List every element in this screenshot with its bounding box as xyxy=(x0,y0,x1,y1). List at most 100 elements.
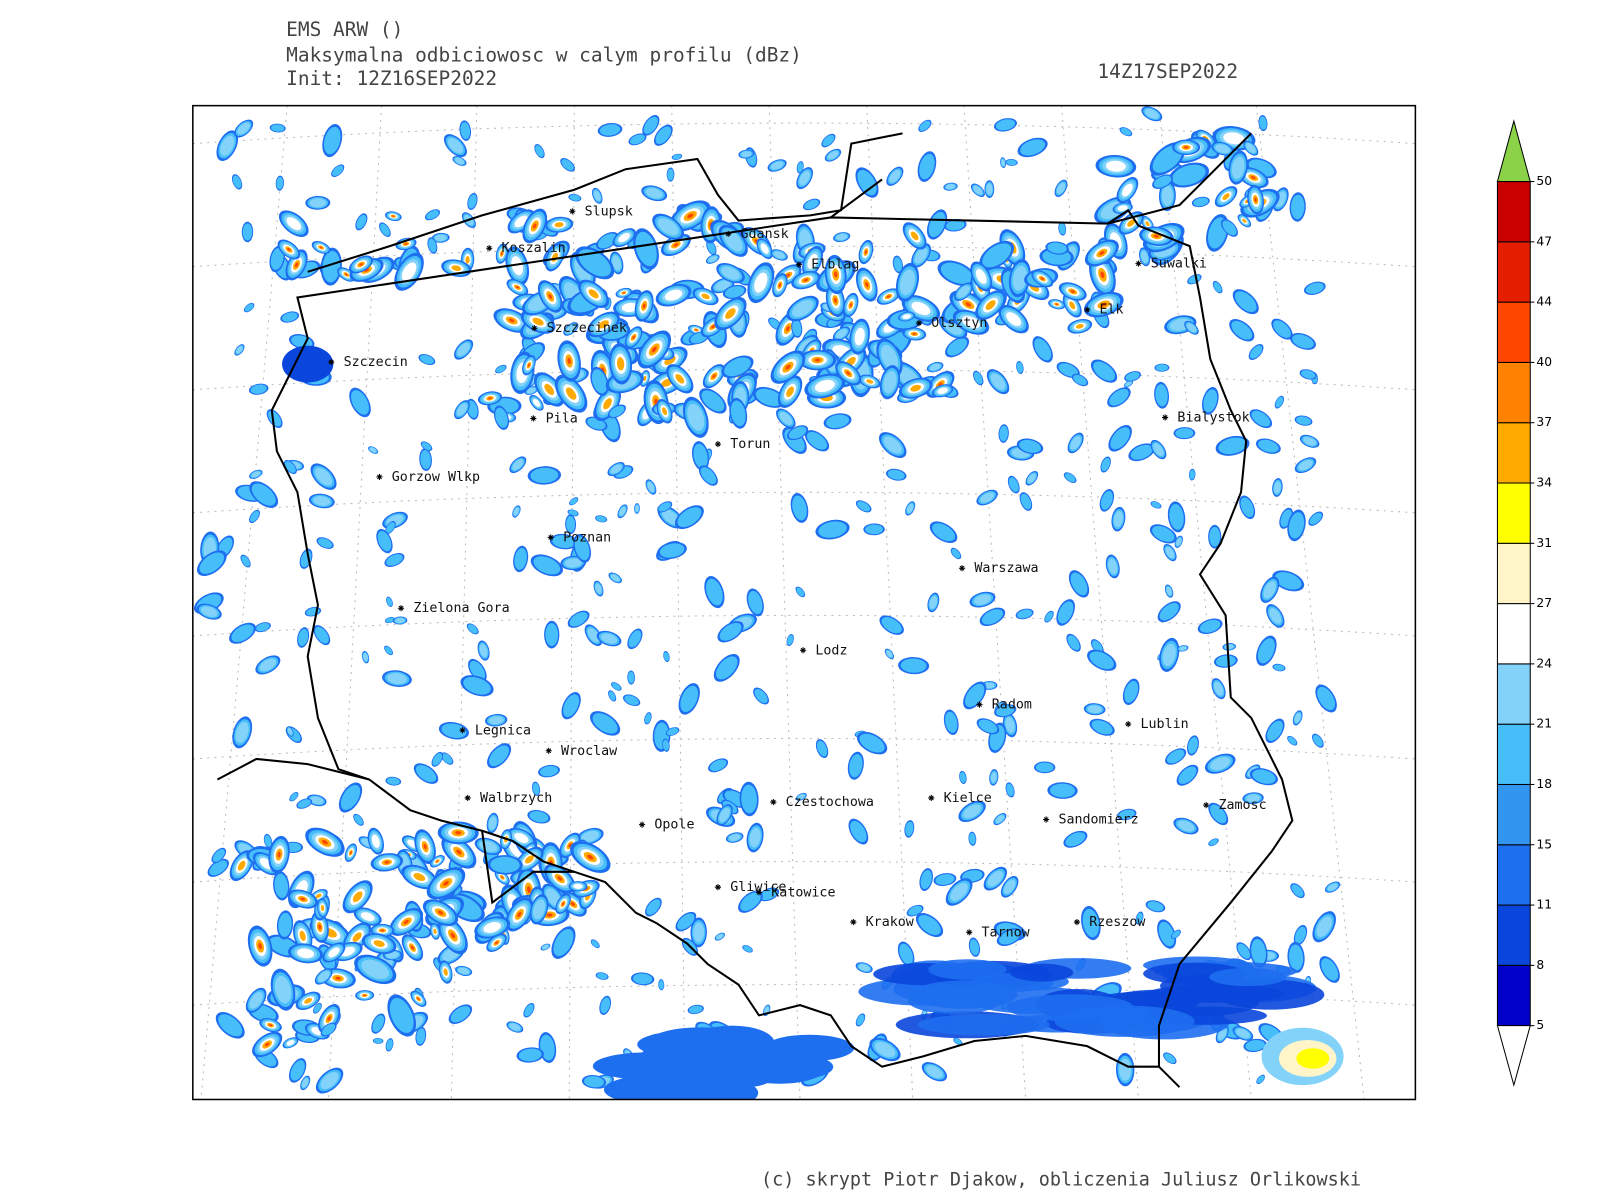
echo xyxy=(1231,320,1253,340)
echo xyxy=(1203,389,1218,413)
echo xyxy=(856,1014,865,1026)
echo xyxy=(488,397,492,400)
echo xyxy=(513,507,520,516)
echo xyxy=(857,169,877,196)
echo xyxy=(377,531,392,552)
echo xyxy=(893,257,903,272)
city-label: Bialystok xyxy=(1177,410,1249,425)
echo xyxy=(628,630,642,648)
echo xyxy=(658,502,671,512)
echo xyxy=(1082,908,1100,938)
echo xyxy=(995,119,1016,131)
colorbar-segment xyxy=(1496,723,1531,785)
echo xyxy=(1213,681,1224,696)
echo xyxy=(386,1039,393,1051)
echo xyxy=(928,959,1007,980)
echo xyxy=(730,400,746,427)
echo xyxy=(456,403,468,416)
echo xyxy=(349,851,352,855)
echo xyxy=(241,555,250,567)
echo xyxy=(786,273,791,277)
credit: (c) skrypt Piotr Djakow, obliczenia Juli… xyxy=(761,1170,1361,1191)
echo xyxy=(807,253,818,269)
echo xyxy=(687,403,705,431)
echo xyxy=(849,754,863,778)
echo xyxy=(1153,443,1164,456)
echo xyxy=(373,940,385,947)
echo xyxy=(1222,220,1237,236)
echo xyxy=(874,1041,896,1058)
echo xyxy=(797,162,804,173)
colorbar-segment xyxy=(1496,663,1531,725)
echo xyxy=(591,940,599,948)
echo xyxy=(526,886,531,893)
field-name: Maksymalna odbiciowosc w calym profilu (… xyxy=(286,44,802,67)
echo xyxy=(581,830,600,842)
echo xyxy=(981,609,1004,625)
echo xyxy=(298,628,309,647)
echo xyxy=(386,597,393,607)
echo xyxy=(835,233,848,241)
echo xyxy=(806,431,828,450)
echo xyxy=(249,992,263,1009)
echo xyxy=(392,215,395,217)
echo xyxy=(1263,581,1277,599)
echo xyxy=(317,970,330,982)
echo xyxy=(1254,197,1257,202)
echo xyxy=(935,874,955,885)
echo xyxy=(644,713,652,724)
echo xyxy=(561,902,565,906)
echo xyxy=(535,145,544,157)
echo xyxy=(929,363,941,371)
echo xyxy=(583,1076,605,1088)
echo xyxy=(995,705,1015,717)
echo xyxy=(1165,546,1175,559)
city-label: Gdansk xyxy=(741,227,789,242)
echo xyxy=(1246,794,1261,803)
echo xyxy=(508,318,515,323)
echo xyxy=(201,606,218,617)
echo xyxy=(899,943,914,965)
echo xyxy=(932,523,956,542)
echo xyxy=(663,651,670,662)
echo xyxy=(386,777,400,785)
echo xyxy=(514,215,528,228)
echo xyxy=(1245,143,1256,154)
echo xyxy=(514,832,529,844)
echo xyxy=(533,556,561,575)
echo xyxy=(1252,769,1276,784)
echo xyxy=(835,329,848,339)
echo xyxy=(433,928,437,935)
echo xyxy=(432,753,443,766)
echo xyxy=(715,656,738,680)
echo xyxy=(287,248,291,252)
echo xyxy=(1049,783,1076,798)
echo xyxy=(268,1024,273,1027)
city-label: Pila xyxy=(546,411,578,426)
echo xyxy=(511,256,524,276)
echo xyxy=(910,384,922,392)
colorbar-label: 44 xyxy=(1536,295,1552,309)
echo xyxy=(866,379,874,384)
echo xyxy=(313,496,331,506)
echo xyxy=(980,492,995,503)
echo xyxy=(912,332,917,335)
echo xyxy=(632,335,635,339)
echo xyxy=(320,904,325,912)
echo xyxy=(796,587,805,597)
echo xyxy=(1309,512,1322,525)
echo xyxy=(354,814,363,825)
echo xyxy=(1294,712,1301,723)
echo xyxy=(1209,526,1221,547)
echo xyxy=(1120,127,1132,136)
echo xyxy=(1145,221,1150,227)
colorbar-label: 47 xyxy=(1536,234,1552,248)
colorbar-label: 34 xyxy=(1536,476,1552,490)
echo xyxy=(395,617,405,624)
echo xyxy=(495,407,508,428)
echo xyxy=(1006,783,1014,797)
echo xyxy=(849,303,853,307)
echo xyxy=(643,116,658,134)
colorbar-segment xyxy=(1496,844,1531,906)
echo xyxy=(646,899,661,915)
